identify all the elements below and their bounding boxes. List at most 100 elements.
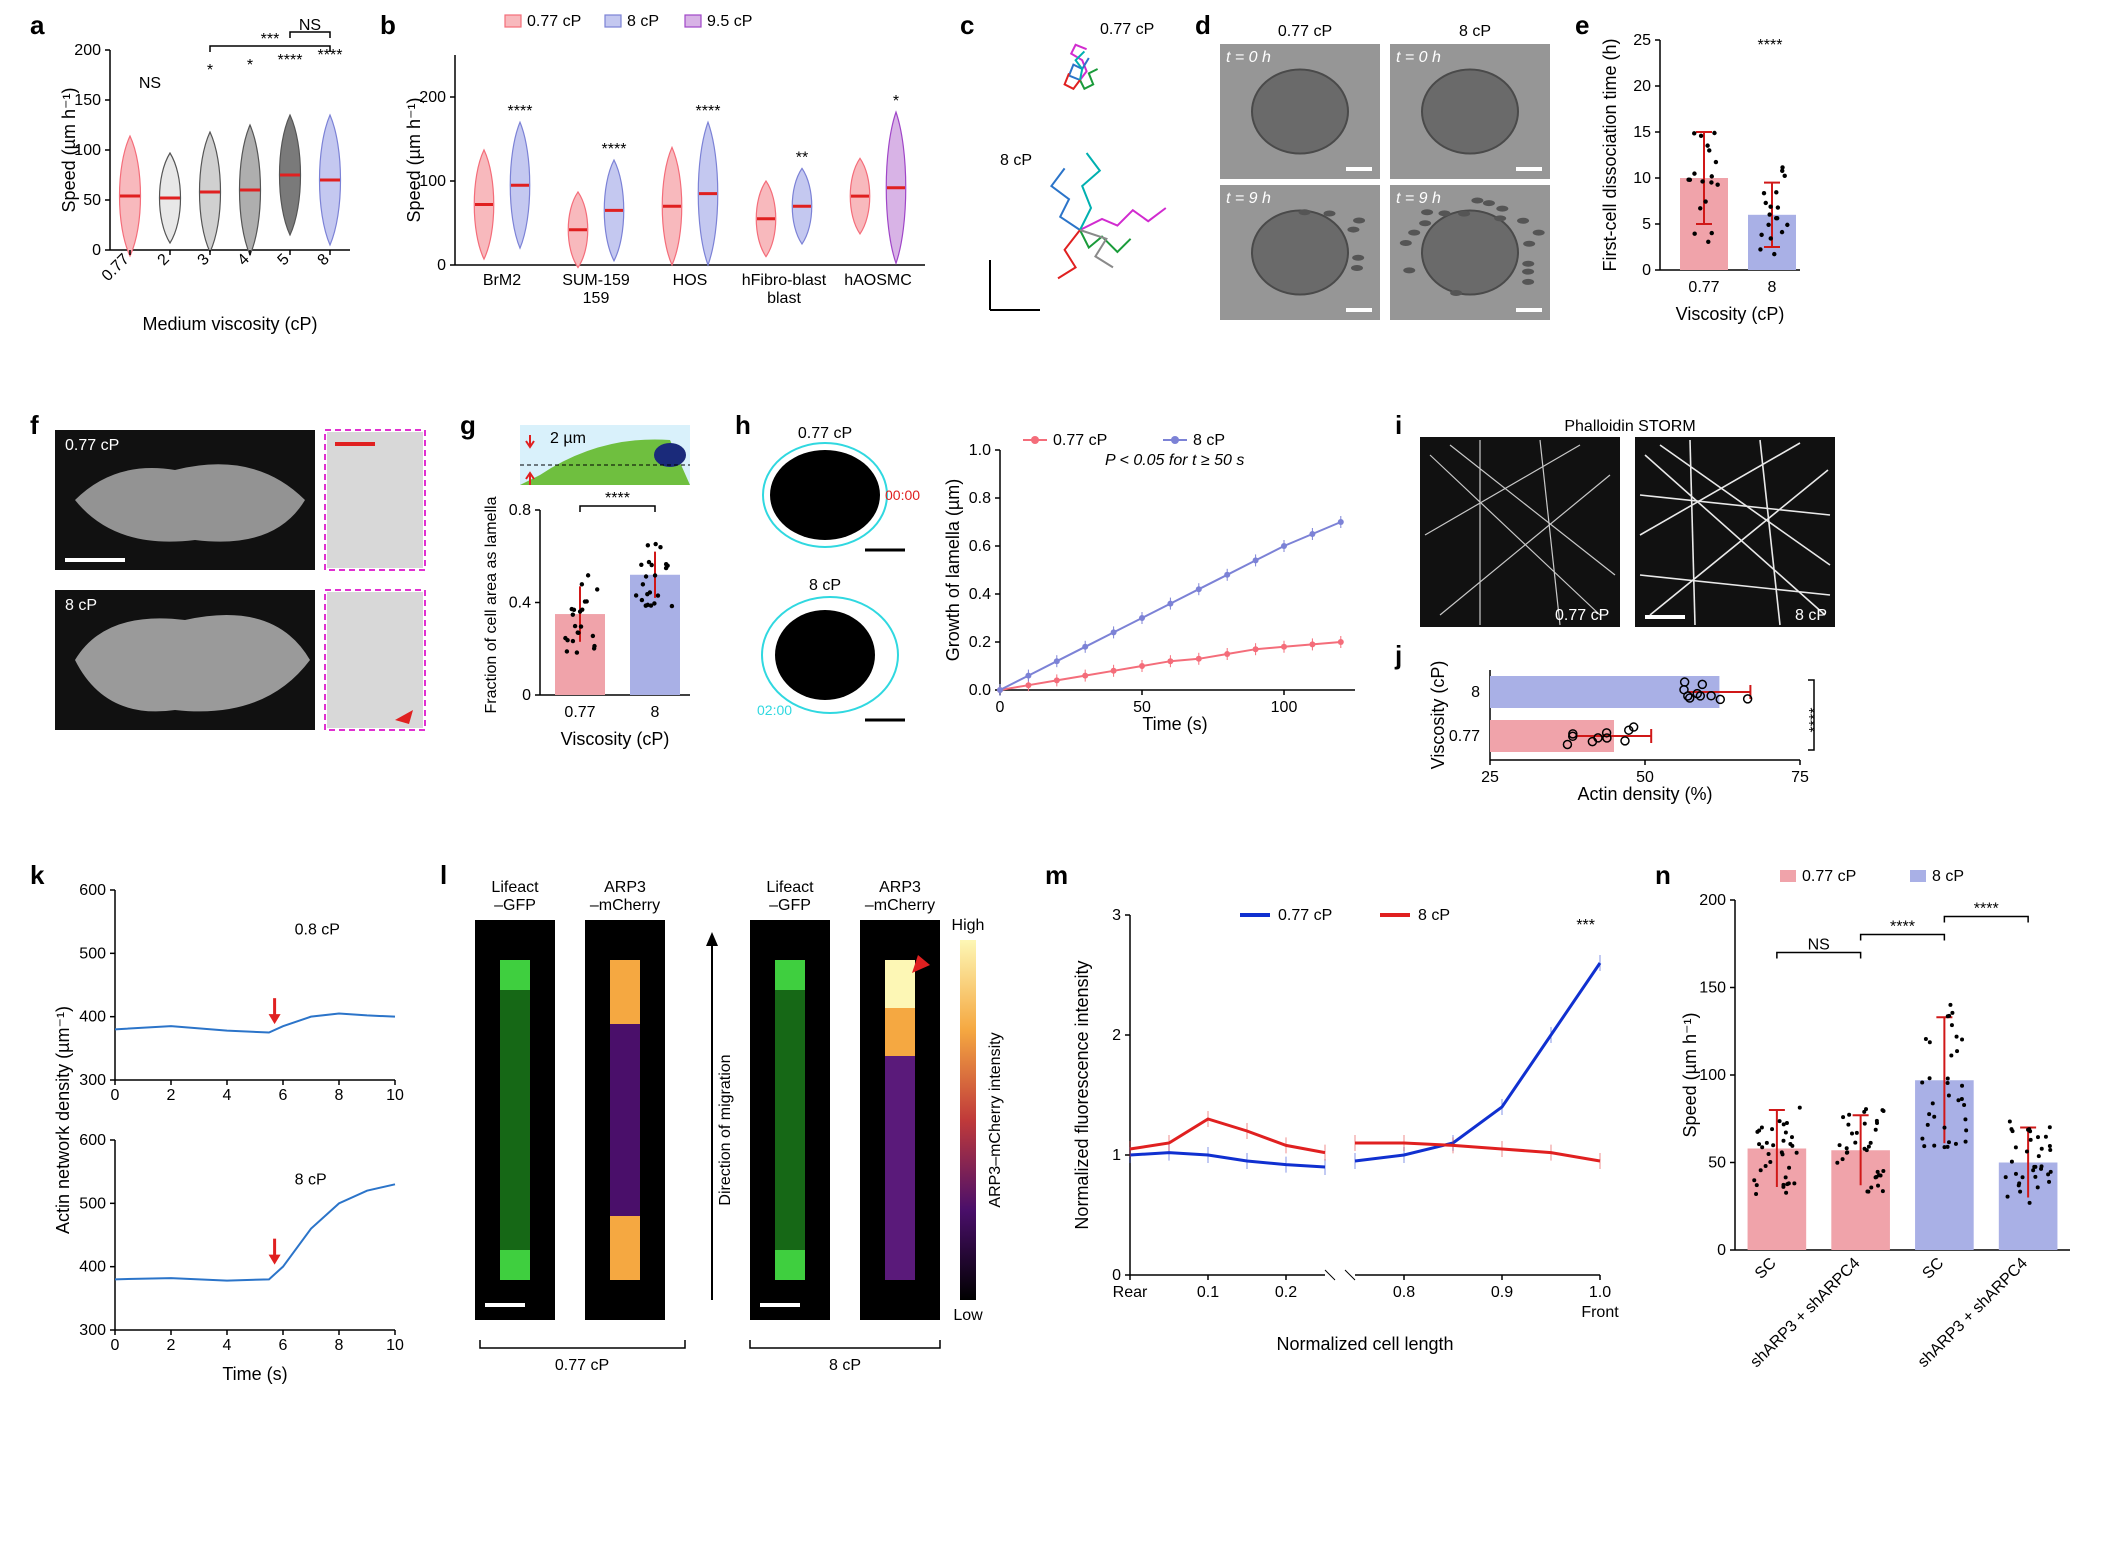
n-leg0: 0.77 cP: [1802, 868, 1856, 885]
panel-k-label: k: [30, 860, 44, 891]
panel-m-label: m: [1045, 860, 1068, 891]
h-ylabel: Growth of lamella (µm): [943, 479, 963, 661]
svg-text:–mCherry: –mCherry: [865, 897, 935, 914]
svg-text:75: 75: [1791, 769, 1809, 786]
svg-text:159: 159: [583, 290, 610, 307]
l-cb-axis: ARP3–mCherry intensity: [987, 1032, 1004, 1207]
i-lab1: 8 cP: [1795, 607, 1827, 624]
svg-text:0: 0: [92, 242, 101, 259]
h-l1: 8 cP: [809, 577, 841, 594]
f-lab1: 8 cP: [65, 597, 97, 614]
svg-text:5: 5: [1642, 216, 1651, 233]
k-ylabel: Actin network density (µm⁻¹): [53, 1006, 73, 1234]
panel-n-chart: 0.77 cP 8 cP 050100150200 SCshARP3 + shA…: [1680, 870, 2090, 1390]
svg-text:100: 100: [1271, 699, 1298, 716]
svg-text:0: 0: [111, 1337, 120, 1354]
b-leg-mid: 8 cP: [627, 13, 659, 30]
panel-a-label: a: [30, 10, 44, 41]
svg-text:0: 0: [111, 1087, 120, 1104]
m-xlabel: Normalized cell length: [1276, 1334, 1453, 1354]
svg-text:200: 200: [74, 42, 101, 59]
svg-text:2: 2: [167, 1087, 176, 1104]
svg-text:NS: NS: [139, 75, 161, 92]
svg-text:8: 8: [1471, 684, 1480, 701]
g-schem: 2 µm: [550, 430, 586, 447]
svg-text:0.6: 0.6: [969, 538, 991, 555]
svg-text:****: ****: [508, 103, 533, 120]
svg-text:NS: NS: [299, 17, 321, 34]
j-sig: ****: [1807, 708, 1824, 733]
panel-b-label: b: [380, 10, 396, 41]
svg-text:HOS: HOS: [673, 272, 708, 289]
svg-text:ARP3: ARP3: [879, 879, 921, 896]
m-sig: ***: [1576, 917, 1595, 934]
svg-text:0.8 cP: 0.8 cP: [295, 921, 340, 938]
panel-m-chart: 0123 Rear0.10.20.80.91.0Front Normalized…: [1070, 875, 1630, 1375]
svg-text:0.77: 0.77: [1688, 279, 1719, 296]
svg-text:20: 20: [1633, 78, 1651, 95]
svg-text:0.8: 0.8: [969, 490, 991, 507]
panel-n-label: n: [1655, 860, 1671, 891]
d-col0: 0.77 cP: [1278, 23, 1332, 40]
svg-text:0: 0: [522, 687, 531, 704]
svg-text:8: 8: [335, 1087, 344, 1104]
svg-text:****: ****: [602, 141, 627, 158]
svg-text:0.77: 0.77: [564, 704, 595, 721]
svg-text:8: 8: [1768, 279, 1777, 296]
svg-text:300: 300: [79, 1322, 106, 1339]
svg-text:0.4: 0.4: [509, 595, 531, 612]
svg-text:t = 0 h: t = 0 h: [1396, 49, 1441, 66]
h-xlabel: Time (s): [1142, 714, 1207, 734]
svg-text:400: 400: [79, 1009, 106, 1026]
svg-text:SC: SC: [1752, 1255, 1780, 1283]
m-ylabel: Normalized fluorescence intensity: [1072, 960, 1092, 1229]
svg-text:0.2: 0.2: [969, 634, 991, 651]
svg-text:0.77: 0.77: [99, 251, 133, 285]
svg-text:t = 0 h: t = 0 h: [1226, 49, 1271, 66]
svg-text:4: 4: [223, 1337, 232, 1354]
svg-text:blast: blast: [767, 290, 801, 307]
svg-text:0: 0: [996, 699, 1005, 716]
panel-b-chart: 0.77 cP 8 cP 9.5 cP 0100200 ************…: [405, 15, 945, 345]
h-ts0: 00:00: [885, 487, 920, 503]
panel-a-chart: 050100150200 0.7723458 Speed (µm h⁻¹) Me…: [60, 20, 360, 340]
svg-text:8 cP: 8 cP: [295, 1171, 327, 1188]
f-lab0: 0.77 cP: [65, 437, 119, 454]
a-ylabel: Speed (µm h⁻¹): [59, 88, 79, 213]
panel-f-images: 0.77 cP 8 cP: [55, 420, 435, 740]
h-note: P < 0.05 for t ≥ 50 s: [1105, 452, 1244, 469]
svg-text:0.77: 0.77: [1449, 728, 1480, 745]
l-b1: 8 cP: [829, 1357, 861, 1374]
svg-text:****: ****: [278, 52, 303, 69]
panel-e-label: e: [1575, 10, 1589, 41]
svg-text:–GFP: –GFP: [494, 897, 536, 914]
panel-g-chart: 2 µm 00.40.8 0.778 Fraction of cell area…: [480, 415, 710, 755]
i-lab0: 0.77 cP: [1555, 607, 1609, 624]
j-ylabel: Viscosity (cP): [1428, 661, 1448, 770]
svg-text:6: 6: [279, 1337, 288, 1354]
svg-text:10: 10: [1633, 170, 1651, 187]
svg-text:50: 50: [83, 192, 101, 209]
panel-b: 0.77 cP 8 cP 9.5 cP 0100200 ************…: [405, 15, 945, 335]
panel-h: 0.77 cP 00:00 8 cP 02:00 0.00.20.40.60.8…: [755, 420, 1375, 750]
svg-text:0.2: 0.2: [1275, 1284, 1297, 1301]
svg-text:1.0: 1.0: [969, 442, 991, 459]
svg-text:0.8: 0.8: [1393, 1284, 1415, 1301]
b-ylabel: Speed (µm h⁻¹): [404, 98, 424, 223]
arrow-up-icon: [706, 932, 718, 946]
g-xlabel: Viscosity (cP): [561, 729, 670, 749]
panel-g: 2 µm 00.40.8 0.778 Fraction of cell area…: [480, 415, 710, 755]
panel-f: 0.77 cP 8 cP: [55, 420, 435, 740]
svg-text:hFibro-blast: hFibro-blast: [742, 272, 827, 289]
panel-i: Phalloidin STORM 0.77 cP 8 cP: [1420, 415, 1840, 635]
svg-text:*: *: [247, 57, 253, 74]
svg-text:0.9: 0.9: [1491, 1284, 1513, 1301]
svg-text:BrM2: BrM2: [483, 272, 521, 289]
g-ylabel: Fraction of cell area as lamella: [483, 496, 500, 713]
panel-e: 0510152025 0.778 First-cell dissociation…: [1600, 20, 1820, 330]
panel-k: Actin network density (µm⁻¹) 30040050060…: [55, 870, 415, 1390]
c-top-label: 0.77 cP: [1100, 21, 1154, 38]
svg-text:ARP3: ARP3: [604, 879, 646, 896]
e-xlabel: Viscosity (cP): [1676, 304, 1785, 324]
svg-text:4: 4: [223, 1087, 232, 1104]
